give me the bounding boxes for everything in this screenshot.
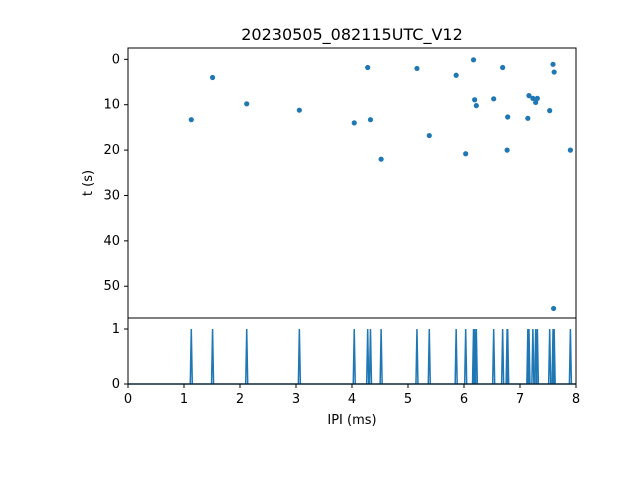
spike-mark — [189, 328, 194, 385]
scatter-point — [453, 72, 459, 78]
scatter-point — [533, 99, 539, 106]
scatter-point — [567, 147, 574, 153]
spike-mark — [474, 328, 479, 385]
scatter-point — [188, 117, 194, 123]
scatter-y-tick-label: 20 — [103, 143, 120, 158]
spike-mark — [415, 328, 419, 385]
scatter-point — [505, 114, 511, 120]
spike-mark — [454, 328, 458, 385]
scatter-y-tick-label: 50 — [103, 279, 120, 294]
spike-x-tick-label: 4 — [348, 392, 356, 407]
spike-mark — [368, 328, 373, 385]
spike-x-tick-label: 5 — [404, 392, 412, 407]
spike-mark — [297, 328, 302, 385]
scatter-point — [367, 117, 374, 123]
spike-mark — [379, 328, 383, 385]
spike-mark — [505, 328, 510, 385]
scatter-point — [470, 57, 477, 63]
spike-x-tick-label: 6 — [460, 392, 468, 407]
scatter-point — [550, 61, 556, 67]
scatter-y-tick-label: 0 — [112, 52, 120, 67]
scatter-point — [472, 97, 478, 103]
scatter-y-ticks: 0 10 20 30 40 50 — [103, 52, 128, 294]
scatter-y-tick-label: 30 — [103, 188, 120, 203]
spike-mark — [552, 328, 556, 385]
spike-mark — [491, 328, 496, 385]
scatter-y-axis-label: t (s) — [81, 170, 96, 196]
scatter-point — [365, 64, 371, 71]
spike-mark — [531, 328, 535, 385]
spike-x-tick-label: 0 — [124, 392, 132, 407]
spike-mark — [527, 328, 531, 385]
spike-x-tick-label: 3 — [292, 392, 300, 407]
scatter-points — [188, 57, 574, 312]
spike-x-tick-label: 2 — [236, 392, 244, 407]
spike-x-axis-label: IPI (ms) — [327, 413, 376, 428]
scatter-point — [551, 305, 557, 312]
spike-mark — [210, 328, 215, 385]
scatter-point — [296, 107, 302, 113]
scatter-point — [414, 65, 420, 72]
spike-mark — [244, 328, 249, 385]
scatter-point — [534, 95, 540, 101]
scatter-point — [551, 69, 557, 75]
spike-mark — [535, 328, 540, 385]
spike-mark — [463, 328, 468, 385]
spike-x-tick-label: 8 — [572, 392, 580, 407]
scatter-point — [378, 156, 384, 162]
scatter-point — [463, 151, 469, 157]
scatter-point — [244, 101, 250, 107]
spike-y-tick-label: 0 — [112, 377, 120, 392]
scatter-point — [426, 132, 432, 139]
spike-y-ticks: 01 — [112, 322, 128, 392]
spike-y-tick-label: 1 — [112, 322, 120, 337]
spike-mark — [547, 328, 552, 385]
scatter-point — [351, 120, 357, 126]
spike-mark — [352, 328, 356, 385]
spike-x-ticks: 0 1 2 3 4 5 6 7 8 — [124, 384, 580, 407]
chart-title: 20230505_082115UTC_V12 — [241, 25, 463, 45]
spike-mark — [568, 328, 573, 385]
scatter-point — [504, 147, 510, 153]
scatter-y-tick-label: 10 — [103, 98, 120, 113]
spike-x-tick-label: 1 — [180, 392, 188, 407]
scatter-point — [491, 96, 497, 102]
scatter-point — [525, 115, 531, 121]
scatter-point — [209, 74, 216, 81]
scatter-point — [530, 95, 536, 101]
spike-mark — [500, 328, 505, 385]
scatter-point — [500, 64, 506, 71]
spike-mark — [365, 328, 370, 385]
scatter-point — [526, 93, 532, 99]
scatter-point — [473, 103, 479, 109]
spike-mark — [427, 328, 432, 385]
scatter-point — [547, 108, 553, 114]
spike-x-tick-label: 7 — [516, 392, 524, 407]
scatter-y-tick-label: 40 — [103, 234, 120, 249]
